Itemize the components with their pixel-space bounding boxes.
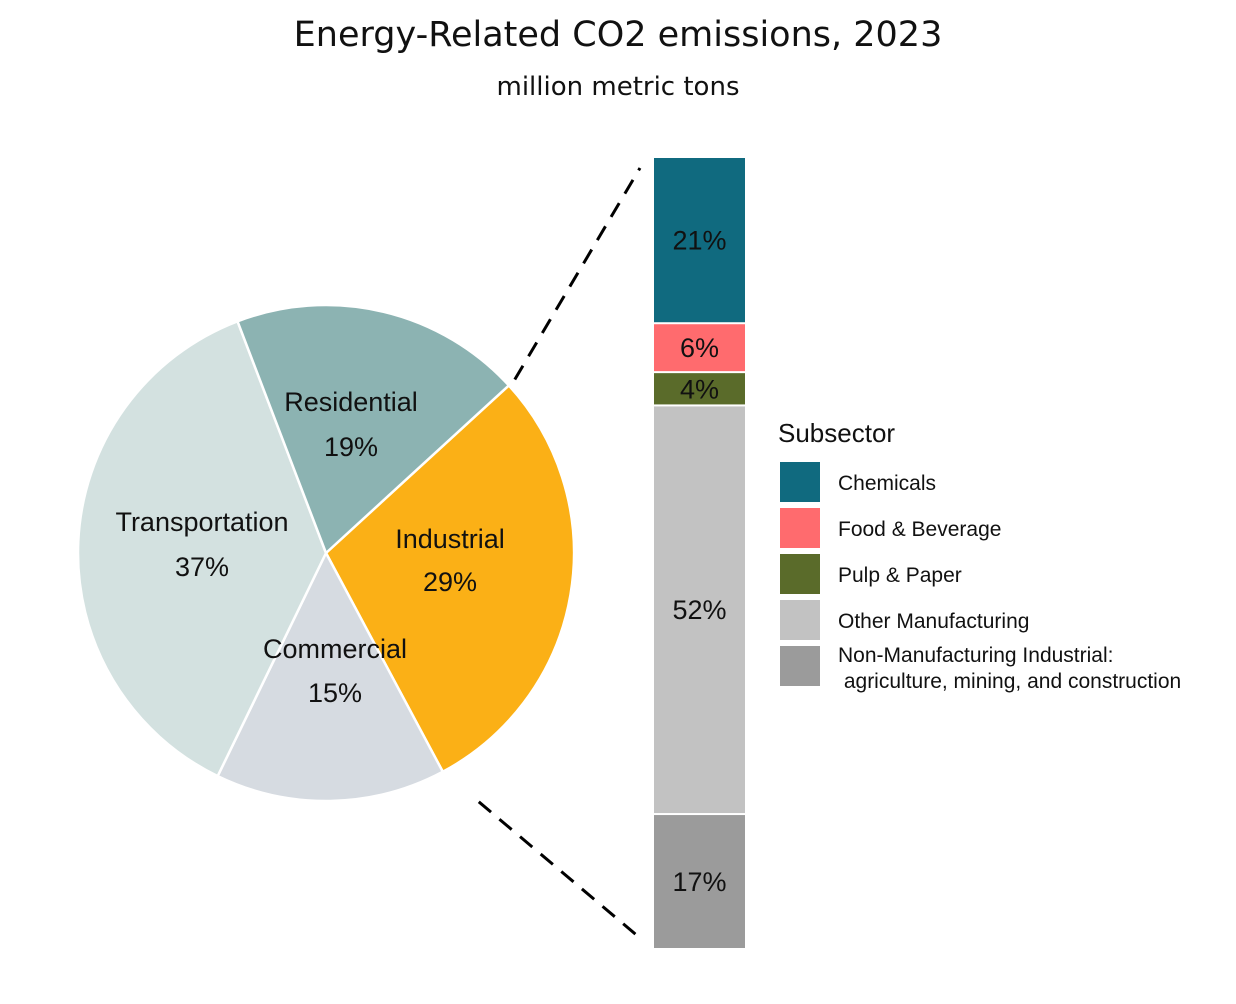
legend-swatch-other-manufacturing (780, 600, 820, 640)
pie-chart: Industrial 29% Commercial 15% Transportation… (76, 303, 576, 803)
chart-subtitle: million metric tons (497, 72, 740, 102)
pie-value-commercial: 15% (308, 678, 362, 708)
connector-line-top (513, 167, 642, 381)
legend-title: Subsector (778, 418, 895, 448)
pie-label-residential: Residential (284, 387, 418, 417)
bar-value-chemicals: 21% (672, 226, 726, 256)
bar-segment-pulp-paper (654, 373, 745, 405)
bar-segment-food-beverage (654, 324, 745, 372)
legend-swatch-chemicals (780, 462, 820, 502)
legend-label-non-manufacturing-industrial-agriculture-mining-and-construction: Non-Manufacturing Industrial: agricultur… (838, 644, 1181, 693)
chart-title: Energy-Related CO2 emissions, 2023 (294, 15, 943, 55)
pie-label-transportation: Transportation (115, 507, 288, 537)
bar-value-pulp-paper: 4% (680, 374, 719, 404)
bar-value-food-beverage: 6% (680, 333, 719, 363)
pie-slice-commercial (216, 551, 445, 803)
pie-label-industrial: Industrial (395, 524, 505, 554)
legend-swatch-food-beverage (780, 508, 820, 548)
bar-segment-chemicals (654, 158, 745, 323)
legend-label-food-beverage: Food & Beverage (838, 518, 1001, 541)
legend: Subsector Chemicals Food & Beverage Pulp &… (778, 418, 1181, 693)
legend-label-other-manufacturing: Other Manufacturing (838, 610, 1029, 633)
pie-value-transportation: 37% (175, 552, 229, 582)
connector-lines (477, 167, 642, 940)
pie-slice-transportation (76, 320, 328, 778)
pie-value-residential: 19% (324, 432, 378, 462)
bar-value-other-manufacturing: 52% (672, 595, 726, 625)
pie-slice-industrial (324, 384, 576, 774)
legend-swatch-pulp-paper (780, 554, 820, 594)
pie-value-industrial: 29% (423, 567, 477, 597)
bar-value-non-manufacturing-industrial-agriculture-mining-and-construction: 17% (672, 867, 726, 897)
pie-label-commercial: Commercial (263, 634, 407, 664)
pie-slice-residential (236, 303, 511, 555)
legend-swatch-non-manufacturing-industrial-agriculture-mining-and-construction (780, 646, 820, 686)
legend-label-pulp-paper: Pulp & Paper (838, 564, 962, 587)
legend-label-chemicals: Chemicals (838, 472, 936, 495)
bar-segment-other-manufacturing (654, 406, 745, 814)
connector-line-bottom (477, 800, 641, 940)
stacked-bar: 21% 6% 4% 52% 17% (654, 158, 745, 948)
bar-segment-non-manufacturing-industrial-agriculture-mining-and-construction (654, 815, 745, 948)
